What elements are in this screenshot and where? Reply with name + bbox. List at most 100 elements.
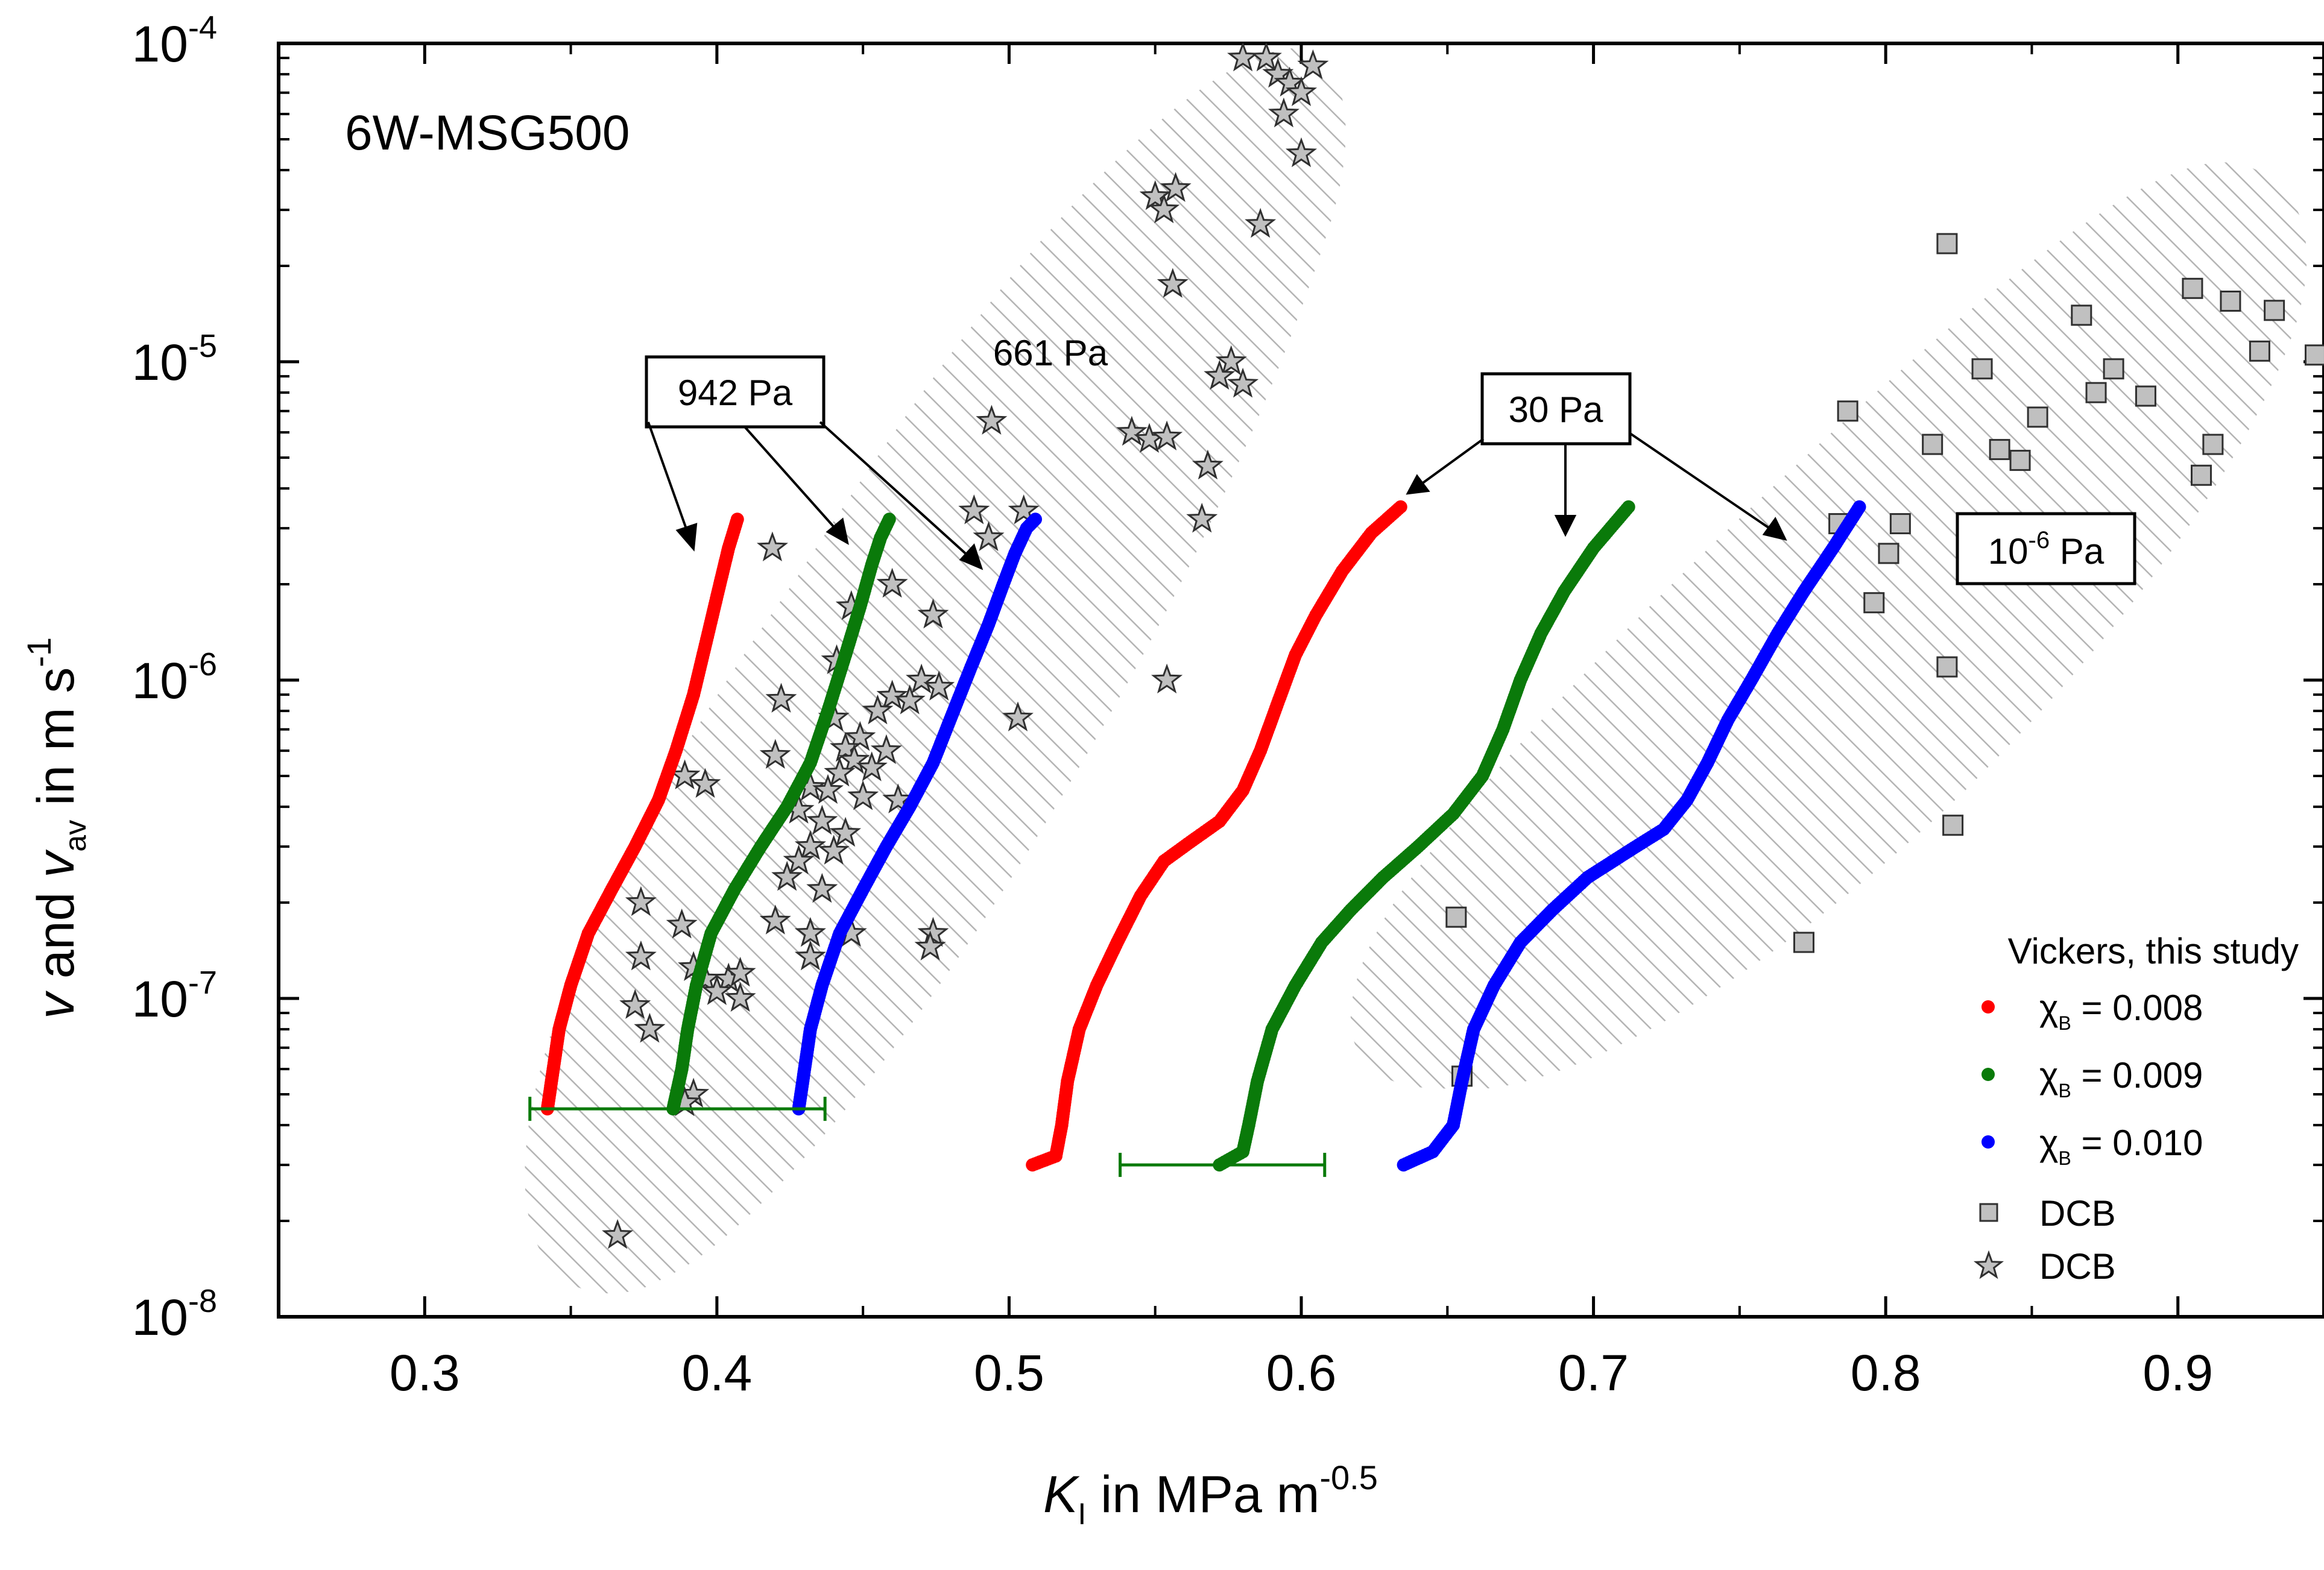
dcb-star-point	[1250, 43, 1282, 72]
arrow-30-c	[1628, 432, 1774, 532]
dcb-star-point	[1204, 359, 1236, 390]
dcb-star-point	[806, 804, 838, 835]
dcb-square-point	[2027, 406, 2048, 428]
arrow-942-a-head	[675, 523, 698, 552]
vickers-series-4	[1213, 500, 1635, 1172]
dcb-square-point	[1936, 233, 1958, 254]
dcb-square-point	[2249, 340, 2270, 362]
dcb-star-point	[818, 834, 850, 865]
vickers-point	[882, 512, 896, 526]
dcb-star-point	[783, 844, 815, 875]
dcb-star-point	[1268, 97, 1299, 128]
dcb-star-point	[894, 684, 926, 714]
dcb-star-point	[1008, 494, 1040, 525]
dcb-star-point	[794, 940, 826, 971]
dcb-star-point	[724, 956, 756, 987]
dcb-star-point	[917, 598, 949, 629]
dcb-square-point	[1922, 433, 1944, 455]
y-axis-title: v and vav in m s-1	[20, 637, 92, 1019]
dcb-star-point	[1227, 367, 1259, 398]
vickers-point	[730, 512, 744, 526]
dcb-star-point	[759, 739, 791, 769]
dcb-star-point	[1297, 49, 1329, 80]
dcb-square-point	[1863, 592, 1885, 614]
vickers-point	[1029, 512, 1043, 526]
pressure-label-30: 30 Pa	[1480, 372, 1632, 446]
dcb-square-point	[2135, 385, 2156, 407]
y-tick-label: 10-7	[132, 965, 217, 1027]
dcb-star-point	[830, 816, 862, 847]
dcb-square-point	[1971, 358, 1993, 380]
dcb-star-point	[759, 904, 791, 935]
dcb-star-point	[765, 683, 797, 713]
dcb-star-point	[794, 830, 826, 860]
dcb-star-point	[1160, 172, 1192, 202]
legend-entry-4: DCB	[2039, 1246, 2116, 1287]
arrow-942-c	[819, 421, 972, 560]
pressure-942-text: 942 Pa	[678, 373, 793, 413]
legend-entry-1: χB = 0.009	[2039, 1055, 2203, 1102]
dcb-star-point	[666, 908, 698, 939]
dcb-star-point	[1157, 268, 1189, 298]
dcb-star-point	[756, 531, 788, 562]
arrow-30-c-head	[1762, 517, 1787, 541]
dcb-star-point	[1139, 180, 1171, 210]
dcb-star-point	[724, 982, 756, 1012]
dcb-star-point	[882, 783, 914, 814]
dcb-square-point	[1837, 400, 1858, 422]
pressure-label-942: 942 Pa	[645, 355, 826, 429]
dcb-star-point	[689, 768, 721, 798]
dcb-square-point	[2220, 291, 2241, 312]
dcb-star-point	[862, 694, 894, 725]
sample-label: 6W-MSG500	[345, 106, 630, 160]
dcb-star-point	[973, 521, 1005, 552]
legend-entry-3: DCB	[2039, 1193, 2116, 1234]
dcb-star-point	[1285, 76, 1318, 106]
pressure-vacuum-text: 10-6 Pa	[1988, 527, 2105, 572]
dcb-star-point	[876, 567, 908, 598]
dcb-star-point	[1002, 701, 1034, 732]
envelope-vacuum-region	[1350, 162, 2307, 1089]
dcb-square-point	[2190, 464, 2212, 486]
vickers-series-3	[1026, 500, 1407, 1172]
dcb-square-point	[1942, 815, 1964, 836]
vickers-point	[1852, 500, 1866, 514]
dcb-star-point	[856, 751, 888, 781]
dcb-square-point	[1989, 439, 2010, 461]
dcb-square-point	[1936, 656, 1958, 678]
x-axis-title: KI in MPa m-0.5	[1043, 1458, 1378, 1531]
y-tick-label: 10-8	[132, 1283, 217, 1346]
envelope-low-pressure-region	[525, 48, 1346, 1294]
data-layer	[528, 43, 2324, 1249]
vickers-series-1	[666, 512, 896, 1116]
dcb-star-point	[1192, 449, 1224, 480]
y-tick-label: 10-5	[132, 328, 217, 391]
legend-marker-1	[1981, 1068, 1995, 1081]
dcb-star-point	[838, 743, 870, 774]
arrow-30-a-head	[1406, 474, 1430, 495]
dcb-star-point	[876, 679, 908, 710]
x-tick-label: 0.3	[390, 1345, 460, 1401]
dcb-star-point	[1215, 345, 1247, 376]
error-bar	[528, 1097, 827, 1121]
arrow-942-b	[744, 426, 839, 533]
axis-ticks: 0.3 0.4 0.5 0.6 0.7 0.8 0.9 10-8 10-7 10-6 10-5 10-…	[132, 10, 2324, 1401]
x-tick-label: 0.6	[1266, 1345, 1337, 1401]
dcb-star-point	[958, 494, 990, 525]
dcb-square-point	[1878, 543, 1899, 564]
dcb-star-point	[625, 886, 657, 916]
pressure-label-vacuum: 10-6 Pa	[1956, 512, 2136, 585]
annotation-arrows	[647, 421, 1787, 570]
dcb-star-point	[824, 757, 856, 787]
dcb-square-point	[2202, 433, 2224, 455]
x-tick-label: 0.8	[1851, 1345, 1921, 1401]
dcb-star-point	[1151, 663, 1183, 694]
arrow-942-a	[647, 421, 690, 536]
x-tick-label: 0.4	[681, 1345, 752, 1401]
vickers-series-2	[792, 512, 1043, 1116]
arrow-30-a	[1418, 438, 1485, 487]
vickers-series-5	[1397, 500, 1866, 1172]
arrow-942-b-head	[826, 517, 849, 545]
dcb-star-point	[1151, 420, 1183, 451]
dcb-star-point	[625, 940, 657, 971]
